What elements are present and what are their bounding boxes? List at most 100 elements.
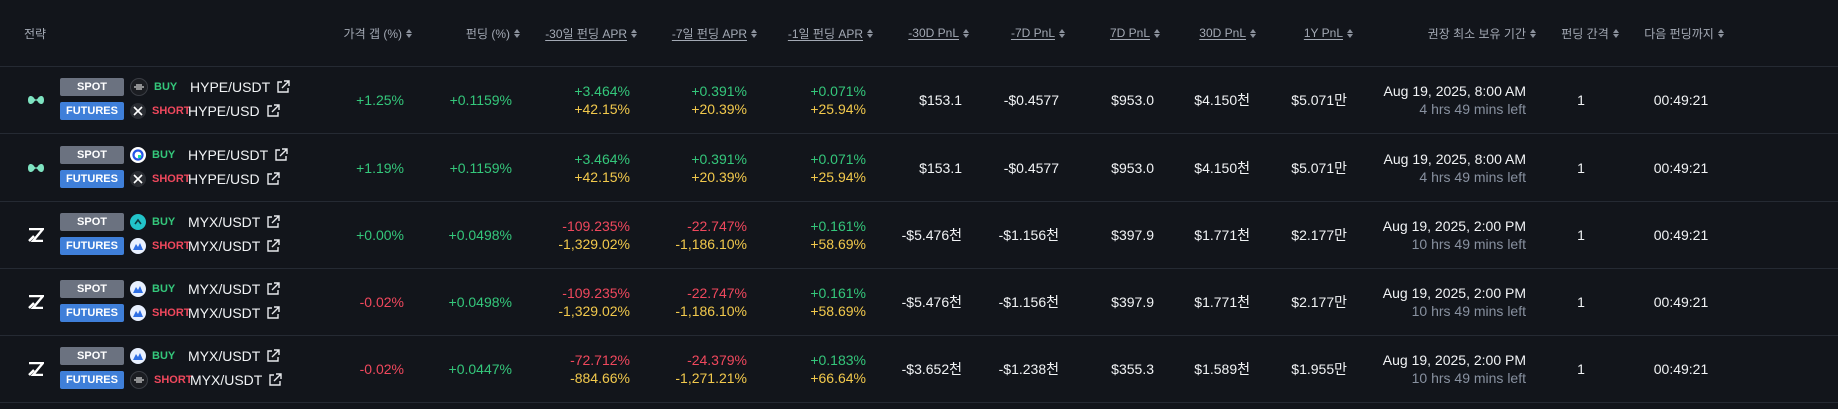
pnl-neg-7d: -$1.156천	[998, 226, 1059, 243]
header-interval[interactable]: 펀딩 간격	[1550, 25, 1630, 41]
header-pnl-7d[interactable]: 7D PnL	[1080, 25, 1160, 41]
futures-leg[interactable]: FUTURES SHORT HYPE/USD	[60, 168, 288, 190]
futures-badge: FUTURES	[60, 371, 124, 389]
side-label: BUY	[154, 81, 178, 93]
pnl-1y: $5.071만	[1291, 91, 1347, 108]
header-pnl-30d[interactable]: 30D PnL	[1170, 25, 1256, 41]
header-apr-7d[interactable]: -7일 펀딩 APR	[640, 25, 757, 41]
pnl-7d: $355.3	[1111, 360, 1154, 377]
pnl-neg-7d: -$0.4577	[1003, 159, 1059, 176]
pair-label: HYPE/USD	[188, 103, 260, 119]
external-link-icon[interactable]	[266, 215, 281, 229]
exchange-teal-icon	[130, 214, 146, 230]
hold-period: Aug 19, 2025, 2:00 PM 10 hrs 49 mins left	[1382, 284, 1526, 319]
external-link-icon[interactable]	[276, 80, 290, 94]
spot-leg[interactable]: SPOT BUY HYPE/USDT	[60, 76, 290, 98]
external-link-icon[interactable]	[274, 148, 288, 162]
header-pnl-1y[interactable]: 1Y PnL	[1270, 25, 1353, 41]
external-link-icon[interactable]	[266, 239, 281, 253]
sort-icon	[1250, 28, 1256, 38]
sort-icon	[1347, 28, 1353, 38]
spot-leg[interactable]: SPOT BUY HYPE/USDT	[60, 144, 288, 166]
external-link-icon[interactable]	[266, 349, 281, 363]
side-label: BUY	[152, 149, 176, 161]
header-pnl-neg-30d[interactable]: -30D PnL	[880, 25, 969, 41]
strategy-legs: SPOT BUY MYX/USDT FUTURES SHORT MYX/USDT	[60, 211, 281, 259]
header-funding[interactable]: 펀딩 (%)	[420, 25, 520, 41]
bitget-icon	[130, 371, 148, 389]
futures-badge: FUTURES	[60, 237, 124, 255]
external-link-icon[interactable]	[266, 104, 280, 118]
header-apr-30d[interactable]: -30일 펀딩 APR	[520, 25, 637, 41]
futures-badge: FUTURES	[60, 102, 124, 120]
table-row[interactable]: SPOT BUY HYPE/USDT FUTURES SHORT HYPE/US…	[0, 66, 1838, 134]
table-row[interactable]: SPOT BUY MYX/USDT FUTURES SHORT MYX/USDT…	[0, 335, 1838, 403]
futures-leg[interactable]: FUTURES SHORT MYX/USDT	[60, 369, 283, 391]
next-funding-countdown: 00:49:21	[1653, 360, 1709, 377]
pair-label: MYX/USDT	[188, 238, 261, 254]
apr-7d: +0.391% +20.39%	[691, 150, 747, 185]
pnl-30d: $1.589천	[1194, 360, 1250, 377]
external-link-icon[interactable]	[266, 306, 281, 320]
external-link-icon[interactable]	[268, 373, 283, 387]
myx-logo-icon	[26, 225, 46, 245]
pnl-7d: $953.0	[1111, 91, 1154, 108]
futures-leg[interactable]: FUTURES SHORT MYX/USDT	[60, 302, 281, 324]
futures-leg[interactable]: FUTURES SHORT MYX/USDT	[60, 235, 281, 257]
pnl-neg-30d: -$5.476천	[901, 293, 962, 310]
header-hold-period[interactable]: 권장 최소 보유 기간	[1380, 25, 1536, 41]
external-link-icon[interactable]	[266, 282, 281, 296]
gate-icon	[130, 147, 146, 163]
funding-rate: +0.0447%	[448, 360, 512, 377]
spot-leg[interactable]: SPOT BUY MYX/USDT	[60, 211, 281, 233]
strategy-legs: SPOT BUY HYPE/USDT FUTURES SHORT HYPE/US…	[60, 144, 288, 192]
price-gap: +1.25%	[356, 91, 404, 108]
pnl-1y: $2.177만	[1291, 293, 1347, 310]
price-gap: +0.00%	[356, 226, 404, 243]
pnl-7d: $953.0	[1111, 159, 1154, 176]
futures-badge: FUTURES	[60, 304, 124, 322]
spot-leg[interactable]: SPOT BUY MYX/USDT	[60, 278, 281, 300]
futures-leg[interactable]: FUTURES SHORT HYPE/USD	[60, 100, 290, 122]
sort-icon	[1530, 28, 1536, 38]
external-link-icon[interactable]	[266, 172, 280, 186]
sort-icon	[514, 28, 520, 38]
funding-interval: 1	[1577, 91, 1585, 108]
myx-logo-icon	[26, 359, 46, 379]
spot-badge: SPOT	[60, 78, 124, 96]
side-label: BUY	[152, 283, 176, 295]
exchange-blue-icon	[130, 305, 146, 321]
funding-rate: +0.0498%	[448, 226, 512, 243]
header-price-gap[interactable]: 가격 갭 (%)	[300, 25, 412, 41]
apr-30d: -109.235% -1,329.02%	[558, 284, 630, 319]
pnl-neg-30d: $153.1	[919, 91, 962, 108]
apr-7d: +0.391% +20.39%	[691, 82, 747, 117]
apr-7d: -22.747% -1,186.10%	[675, 217, 747, 252]
apr-30d: +3.464% +42.15%	[574, 150, 630, 185]
pair-label: MYX/USDT	[188, 214, 261, 230]
header-apr-1d[interactable]: -1일 펀딩 APR	[760, 25, 873, 41]
table-row[interactable]: SPOT BUY HYPE/USDT FUTURES SHORT HYPE/US…	[0, 134, 1838, 202]
strategy-legs: SPOT BUY MYX/USDT FUTURES SHORT MYX/USDT	[60, 278, 281, 326]
hyperliquid-logo-icon	[26, 90, 46, 110]
pair-label: HYPE/USDT	[190, 79, 271, 95]
spot-leg[interactable]: SPOT BUY MYX/USDT	[60, 345, 282, 367]
table-row[interactable]: SPOT BUY MYX/USDT FUTURES SHORT MYX/USDT…	[0, 201, 1838, 269]
header-pnl-neg-7d[interactable]: -7D PnL	[980, 25, 1065, 41]
pnl-1y: $2.177만	[1291, 226, 1347, 243]
side-label: SHORT	[154, 374, 193, 386]
apr-30d: +3.464% +42.15%	[574, 82, 630, 117]
price-gap: -0.02%	[359, 360, 404, 377]
table-row[interactable]: SPOT BUY MYX/USDT FUTURES SHORT MYX/USDT…	[0, 268, 1838, 336]
funding-interval: 1	[1577, 293, 1585, 310]
pnl-neg-30d: $153.1	[919, 159, 962, 176]
apr-7d: -22.747% -1,186.10%	[675, 284, 747, 319]
pair-label: HYPE/USD	[188, 171, 260, 187]
header-next-funding[interactable]: 다음 펀딩까지	[1636, 25, 1732, 41]
funding-interval: 1	[1577, 159, 1585, 176]
apr-30d: -72.712% -884.66%	[570, 351, 630, 386]
pnl-7d: $397.9	[1111, 226, 1154, 243]
spot-badge: SPOT	[60, 280, 124, 298]
funding-interval: 1	[1577, 226, 1585, 243]
hold-period: Aug 19, 2025, 2:00 PM 10 hrs 49 mins left	[1382, 351, 1526, 386]
